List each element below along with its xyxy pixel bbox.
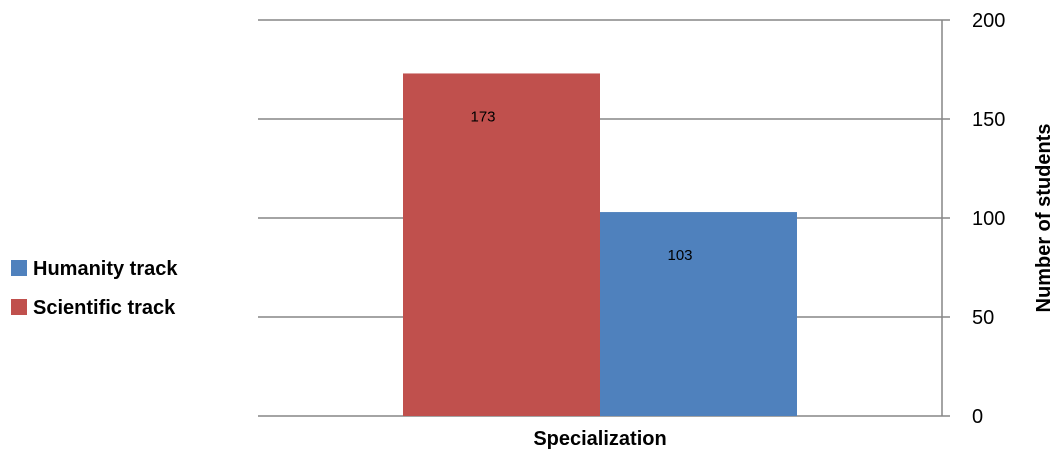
y-tick-label-50: 50 [972,307,994,329]
legend: Humanity track Scientific track [11,258,178,319]
y-tick-label-100: 100 [972,208,1005,230]
bars [403,73,797,417]
y-axis-title: Number of students [1033,124,1055,313]
legend-swatch-humanity-track [11,260,27,276]
data-labels: 173 103 [470,108,692,264]
bar-humanity-track [600,212,797,416]
y-tick-labels: 0 50 100 150 200 [972,10,1005,428]
x-axis-title: Specialization [533,428,666,450]
data-label-humanity-track: 103 [667,247,692,264]
y-tick-label-150: 150 [972,109,1005,131]
y-tick-label-200: 200 [972,10,1005,32]
axes [941,19,950,417]
y-tick-label-0: 0 [972,406,983,428]
legend-label-scientific-track: Scientific track [33,297,176,319]
legend-swatch-scientific-track [11,299,27,315]
data-label-scientific-track: 173 [470,108,495,125]
bar-scientific-track [403,73,600,417]
legend-label-humanity-track: Humanity track [33,258,178,280]
